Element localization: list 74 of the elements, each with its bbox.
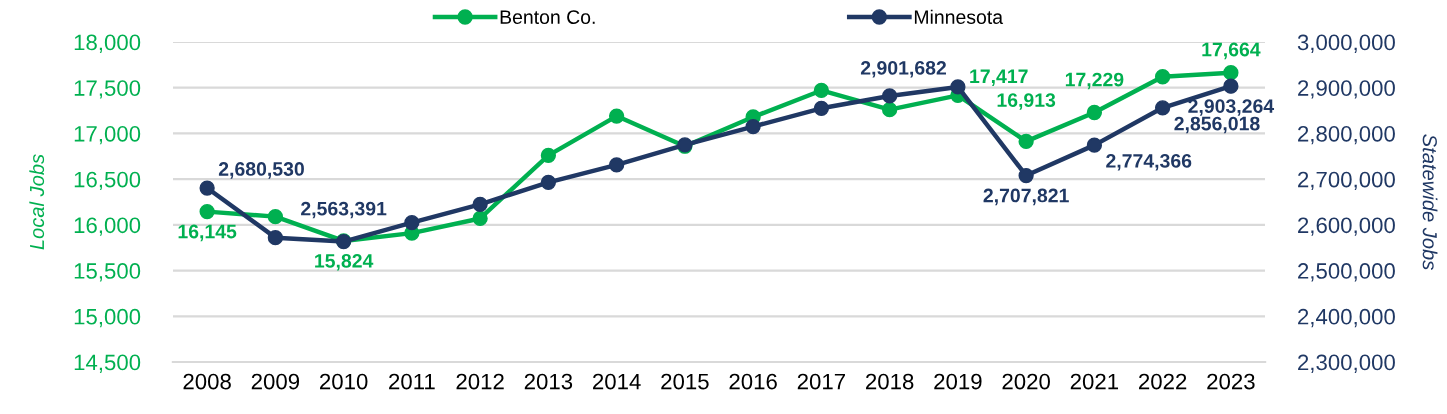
x-tick-label: 2018 [866, 373, 914, 390]
x-tick-label: 2023 [1207, 373, 1255, 390]
data-label: 2,774,366 [1106, 153, 1192, 171]
point [472, 196, 488, 212]
data-label: 15,824 [315, 253, 374, 271]
point [881, 102, 898, 118]
legend-label: Benton Co. [500, 10, 595, 24]
data-label: 2,680,530 [218, 162, 304, 179]
point [813, 100, 830, 116]
point [608, 157, 625, 173]
x-tick-label: 2022 [1139, 373, 1187, 390]
x-tick-label: 2021 [1070, 373, 1119, 390]
point [1086, 104, 1103, 121]
data-label: 17,417 [970, 69, 1028, 86]
point [472, 210, 488, 227]
point [1223, 65, 1239, 81]
point [881, 88, 898, 104]
point [1223, 78, 1239, 94]
x-tick-label: 2020 [1002, 373, 1050, 390]
y-tick-label: 15,000 [74, 308, 141, 328]
data-label: 17,229 [1065, 72, 1124, 90]
y-tick-label: 16,500 [74, 171, 141, 191]
y2-tick-label: 2,700,000 [1298, 171, 1395, 191]
data-label: 2,563,391 [301, 201, 387, 219]
y2-tick-label: 2,400,000 [1298, 308, 1395, 328]
point [950, 79, 966, 95]
y2-tick-label: 3,000,000 [1297, 34, 1395, 53]
y-tick-label: 18,000 [74, 34, 141, 53]
y-tick-label: 14,500 [74, 354, 141, 373]
point [1154, 69, 1171, 85]
y-tick-label: 17,500 [74, 80, 141, 99]
x-tick-label: 2015 [661, 373, 709, 390]
y2-tick-label: 2,800,000 [1298, 125, 1395, 145]
point [540, 174, 557, 190]
data-label: 2,901,682 [860, 61, 946, 78]
x-tick-label: 2014 [593, 373, 641, 390]
x-tick-label: 2010 [320, 373, 368, 390]
y2-tick-label: 2,900,000 [1298, 80, 1395, 99]
x-tick-label: 2016 [729, 373, 777, 390]
point [1018, 167, 1034, 184]
point [608, 108, 625, 124]
x-tick-label: 2012 [456, 373, 504, 390]
point [199, 180, 215, 196]
point [813, 82, 830, 99]
y-tick-label: 15,500 [74, 263, 141, 282]
point [267, 208, 284, 225]
point [1018, 133, 1034, 150]
y-axis-title: Local Jobs [29, 154, 45, 250]
x-tick-label: 2013 [524, 373, 573, 390]
y-tick-label: 16,000 [74, 217, 141, 236]
y2-axis-title: Statewide Jobs [1422, 134, 1438, 270]
data-label: 2,903,264 [1188, 99, 1275, 116]
point [540, 147, 557, 164]
point [1086, 137, 1103, 153]
y2-tick-label: 2,600,000 [1298, 217, 1395, 236]
x-tick-label: 2009 [251, 373, 300, 390]
point [745, 118, 761, 135]
data-label: 17,664 [1202, 42, 1261, 60]
point [199, 203, 215, 220]
x-tick-label: 2008 [183, 373, 231, 390]
y-tick-label: 17,000 [74, 125, 141, 145]
y2-tick-label: 2,500,000 [1298, 263, 1395, 282]
data-label: 16,913 [997, 93, 1056, 110]
legend-label: Minnesota [914, 9, 1004, 24]
x-tick-label: 2019 [934, 373, 982, 390]
point [267, 230, 284, 246]
point [404, 214, 420, 231]
x-tick-label: 2017 [797, 373, 845, 390]
point [1154, 100, 1171, 116]
y2-tick-label: 2,300,000 [1298, 354, 1395, 373]
x-tick-label: 2011 [389, 373, 435, 390]
data-label: 16,145 [178, 224, 237, 242]
data-label: 2,856,018 [1174, 116, 1260, 134]
data-label: 2,707,821 [983, 188, 1069, 206]
